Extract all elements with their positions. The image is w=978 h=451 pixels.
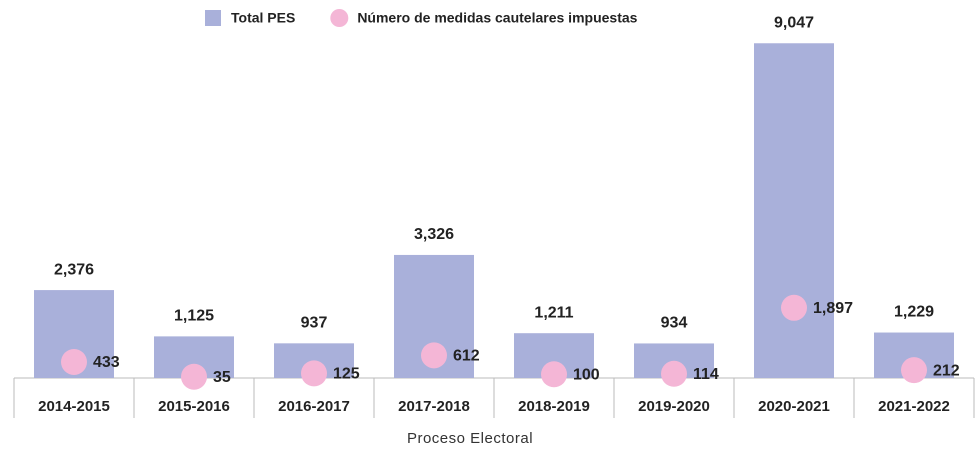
bar	[754, 43, 834, 379]
bar-value-label: 937	[301, 315, 328, 332]
legend-swatch	[330, 9, 349, 27]
x-tick-label: 2019-2020	[638, 398, 710, 415]
bar-value-label: 1,125	[174, 308, 214, 325]
x-tick-label: 2020-2021	[758, 398, 830, 415]
marker-value-label: 1,897	[813, 300, 853, 317]
x-tick-label: 2014-2015	[38, 398, 110, 415]
x-tick-label: 2015-2016	[158, 398, 230, 415]
marker	[301, 360, 327, 387]
bar-value-label: 934	[661, 315, 688, 332]
marker	[421, 342, 447, 369]
x-tick-label: 2018-2019	[518, 398, 590, 415]
marker	[901, 357, 927, 384]
marker-value-label: 114	[693, 366, 719, 383]
bar-value-label: 9,047	[774, 14, 814, 31]
bar-value-label: 1,229	[894, 304, 934, 321]
legend-label: Número de medidas cautelares impuestas	[357, 10, 637, 26]
bar-value-label: 2,376	[54, 261, 94, 278]
marker	[181, 363, 207, 390]
x-axis-title: Proceso Electoral	[407, 430, 533, 447]
marker	[661, 360, 687, 387]
bar-value-label: 3,326	[414, 226, 454, 243]
marker-value-label: 212	[933, 362, 960, 379]
x-tick-label: 2017-2018	[398, 398, 470, 415]
marker-value-label: 433	[93, 354, 120, 371]
marker	[61, 348, 87, 375]
marker-value-label: 125	[333, 366, 360, 383]
marker-value-label: 612	[453, 348, 480, 365]
marker	[781, 294, 807, 321]
bar-value-label: 1,211	[534, 304, 573, 321]
marker	[541, 361, 567, 388]
marker-value-label: 35	[213, 369, 231, 386]
x-tick-label: 2021-2022	[878, 398, 950, 415]
marker-value-label: 100	[573, 367, 600, 384]
legend-label: Total PES	[231, 10, 295, 26]
legend-swatch	[205, 10, 221, 26]
x-tick-label: 2016-2017	[278, 398, 350, 415]
